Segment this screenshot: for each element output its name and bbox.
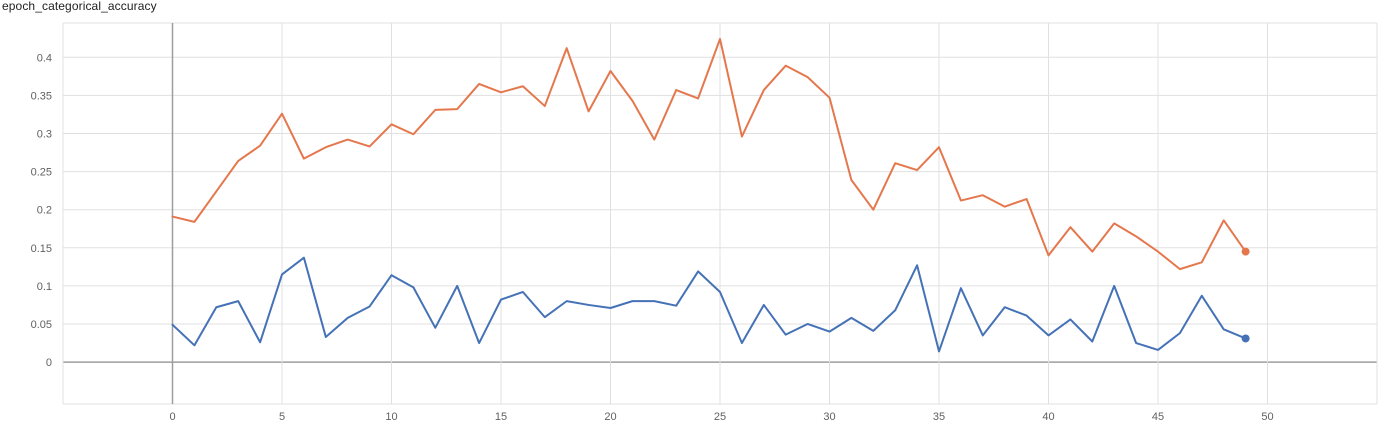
x-tick-label: 5	[279, 411, 285, 423]
x-tick-label: 30	[823, 411, 835, 423]
x-tick-label: 15	[495, 411, 507, 423]
y-tick-label: 0.15	[31, 243, 52, 255]
y-tick-label: 0.4	[37, 52, 52, 64]
y-tick-label: 0	[46, 357, 52, 369]
x-tick-label: 0	[169, 411, 175, 423]
y-tick-label: 0.35	[31, 90, 52, 102]
x-tick-label: 20	[604, 411, 616, 423]
series-line-2	[171, 256, 1247, 353]
x-tick-label: 40	[1042, 411, 1054, 423]
series-end-marker-1	[1241, 247, 1250, 256]
y-tick-label: 0.05	[31, 319, 52, 331]
chart-title: epoch_categorical_accuracy	[2, 0, 157, 13]
grid-lines	[62, 22, 1378, 405]
x-tick-label: 35	[933, 411, 945, 423]
y-tick-label: 0.3	[37, 128, 52, 140]
y-tick-label: 0.2	[37, 205, 52, 217]
series-line-1	[171, 38, 1247, 271]
y-tick-label: 0.1	[37, 281, 52, 293]
x-tick-label: 10	[385, 411, 397, 423]
y-tick-label: 0.25	[31, 167, 52, 179]
x-tick-label: 50	[1261, 411, 1273, 423]
series-end-marker-2	[1241, 334, 1250, 343]
x-tick-label: 25	[714, 411, 726, 423]
x-tick-label: 45	[1152, 411, 1164, 423]
